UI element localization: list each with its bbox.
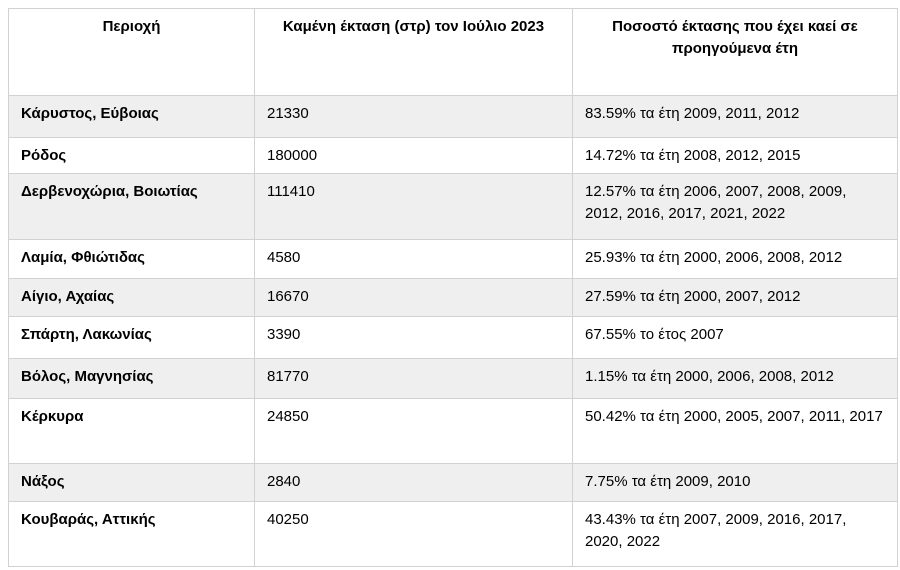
region-cell: Αίγιο, Αχαίας — [8, 277, 255, 317]
burned-area-cell: 111410 — [254, 172, 573, 240]
burned-area-cell: 81770 — [254, 357, 573, 399]
burned-area-table: Περιοχή Καμένη έκταση (στρ) τον Ιούλιο 2… — [8, 8, 898, 567]
region-cell: Κάρυστος, Εύβοιας — [8, 95, 255, 138]
table-row: Δερβενοχώρια, Βοιωτίας 111410 12.57% τα … — [8, 172, 898, 240]
burned-area-cell: 21330 — [254, 95, 573, 138]
previous-years-cell: 25.93% τα έτη 2000, 2006, 2008, 2012 — [572, 238, 898, 279]
previous-years-cell: 67.55% το έτος 2007 — [572, 315, 898, 359]
previous-years-cell: 7.75% τα έτη 2009, 2010 — [572, 462, 898, 502]
burned-area-cell: 40250 — [254, 500, 573, 567]
region-cell: Ρόδος — [8, 137, 255, 174]
table-row: Σπάρτη, Λακωνίας 3390 67.55% το έτος 200… — [8, 315, 898, 359]
previous-years-cell: 43.43% τα έτη 2007, 2009, 2016, 2017, 20… — [572, 500, 898, 567]
region-cell: Δερβενοχώρια, Βοιωτίας — [8, 172, 255, 240]
region-cell: Κέρκυρα — [8, 397, 255, 464]
previous-years-cell: 83.59% τα έτη 2009, 2011, 2012 — [572, 95, 898, 138]
header-cell-burned-area: Καμένη έκταση (στρ) τον Ιούλιο 2023 — [254, 8, 573, 96]
table-header-row: Περιοχή Καμένη έκταση (στρ) τον Ιούλιο 2… — [8, 8, 898, 96]
region-cell: Βόλος, Μαγνησίας — [8, 357, 255, 399]
burned-area-cell: 4580 — [254, 238, 573, 279]
burned-area-cell: 180000 — [254, 137, 573, 174]
burned-area-cell: 24850 — [254, 397, 573, 464]
previous-years-cell: 50.42% τα έτη 2000, 2005, 2007, 2011, 20… — [572, 397, 898, 464]
region-cell: Νάξος — [8, 462, 255, 502]
table-row: Κάρυστος, Εύβοιας 21330 83.59% τα έτη 20… — [8, 95, 898, 138]
region-cell: Σπάρτη, Λακωνίας — [8, 315, 255, 359]
burned-area-cell: 3390 — [254, 315, 573, 359]
previous-years-cell: 12.57% τα έτη 2006, 2007, 2008, 2009, 20… — [572, 172, 898, 240]
table-row: Κουβαράς, Αττικής 40250 43.43% τα έτη 20… — [8, 500, 898, 567]
table-row: Ρόδος 180000 14.72% τα έτη 2008, 2012, 2… — [8, 137, 898, 174]
header-cell-region: Περιοχή — [8, 8, 255, 96]
burned-area-cell: 16670 — [254, 277, 573, 317]
region-cell: Λαμία, Φθιώτιδας — [8, 238, 255, 279]
previous-years-cell: 27.59% τα έτη 2000, 2007, 2012 — [572, 277, 898, 317]
table-row: Λαμία, Φθιώτιδας 4580 25.93% τα έτη 2000… — [8, 238, 898, 279]
header-cell-previous-years: Ποσοστό έκτασης που έχει καεί σε προηγού… — [572, 8, 898, 96]
table-row: Κέρκυρα 24850 50.42% τα έτη 2000, 2005, … — [8, 397, 898, 464]
table-row: Νάξος 2840 7.75% τα έτη 2009, 2010 — [8, 462, 898, 502]
burned-area-cell: 2840 — [254, 462, 573, 502]
table-row: Βόλος, Μαγνησίας 81770 1.15% τα έτη 2000… — [8, 357, 898, 399]
table-row: Αίγιο, Αχαίας 16670 27.59% τα έτη 2000, … — [8, 277, 898, 317]
region-cell: Κουβαράς, Αττικής — [8, 500, 255, 567]
previous-years-cell: 1.15% τα έτη 2000, 2006, 2008, 2012 — [572, 357, 898, 399]
previous-years-cell: 14.72% τα έτη 2008, 2012, 2015 — [572, 137, 898, 174]
